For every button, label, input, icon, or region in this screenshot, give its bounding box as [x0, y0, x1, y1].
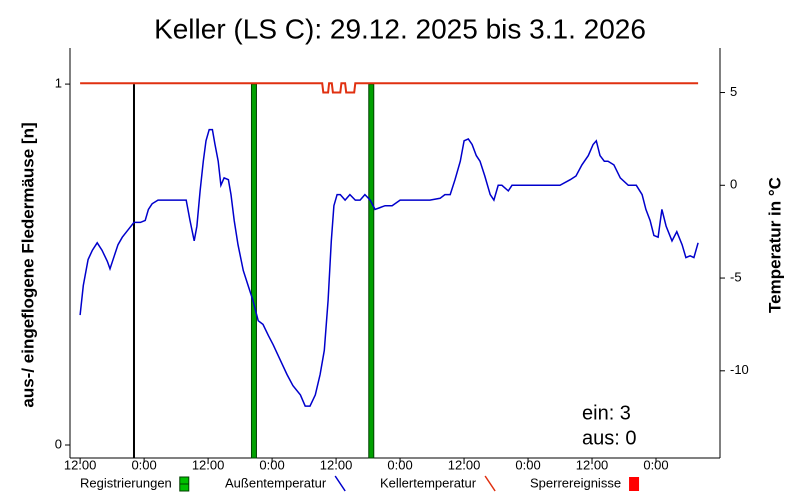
legend-label: Registrierungen	[80, 475, 172, 490]
x-tick-label: 0:00	[131, 457, 156, 472]
y2-tick-label: 5	[730, 84, 737, 99]
temperature-line	[80, 82, 699, 94]
temperature-line	[79, 128, 699, 407]
x-tick-label: 0:00	[259, 457, 284, 472]
x-tick-label: 12:00	[192, 457, 225, 472]
x-tick-label: 12:00	[576, 457, 609, 472]
legend-label: Sperrereignisse	[530, 475, 621, 490]
registration-bar	[250, 83, 257, 459]
x-tick-label: 12:00	[320, 457, 353, 472]
y-tick-label: 1	[55, 76, 62, 91]
legend-label: Kellertemperatur	[380, 475, 477, 490]
y2-axis-label: Temperatur in °C	[765, 177, 784, 313]
annotation: aus: 0	[582, 427, 636, 449]
y2-tick-label: -10	[730, 362, 749, 377]
x-tick-label: 0:00	[643, 457, 668, 472]
x-tick-label: 12:00	[448, 457, 481, 472]
y2-tick-label: -5	[730, 269, 742, 284]
legend-icon	[334, 475, 346, 492]
annotation: ein: 3	[582, 402, 631, 424]
x-tick-label: 0:00	[387, 457, 412, 472]
chart-title: Keller (LS C): 29.12. 2025 bis 3.1. 2026	[154, 13, 646, 44]
y2-tick-label: 0	[730, 177, 737, 192]
legend-icon	[629, 477, 640, 491]
y-axis-label: aus-/ eingeflogene Fledermäuse [n]	[18, 122, 37, 407]
registration-bar	[132, 84, 135, 458]
y-tick-label: 0	[55, 436, 62, 451]
legend-label: Außentemperatur	[225, 475, 327, 490]
registration-bar	[368, 83, 375, 459]
x-tick-label: 0:00	[515, 457, 540, 472]
x-tick-label: 12:00	[64, 457, 97, 472]
legend-icon	[484, 475, 496, 492]
